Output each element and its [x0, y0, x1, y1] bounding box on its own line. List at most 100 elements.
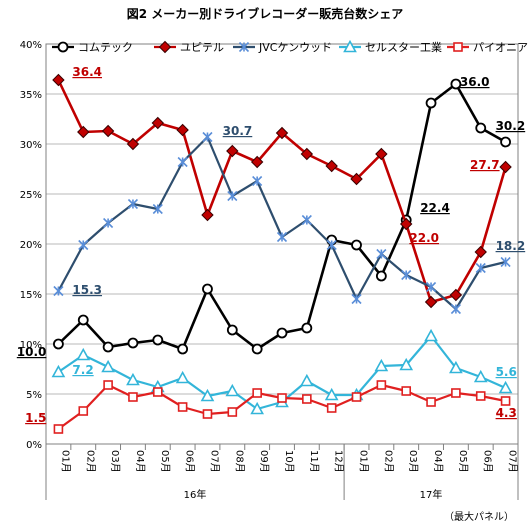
data-label: 4.3 — [496, 406, 517, 420]
legend-label: コムテック — [78, 41, 133, 54]
data-point — [127, 198, 139, 210]
data-label: 7.2 — [72, 363, 93, 377]
data-point — [276, 327, 288, 339]
x-tick-label: 03月 — [109, 450, 121, 473]
data-point — [453, 42, 463, 52]
year-label: 16年 — [184, 488, 207, 501]
data-point — [474, 245, 487, 259]
data-point — [375, 270, 387, 282]
data-point — [351, 239, 362, 251]
data-point — [251, 343, 263, 355]
data-point — [326, 403, 337, 413]
data-point — [351, 293, 362, 305]
data-point — [238, 41, 250, 53]
data-label: 5.6 — [496, 365, 517, 379]
data-point — [401, 269, 412, 281]
legend-label: パイオニア — [473, 41, 528, 54]
data-point — [158, 40, 172, 54]
data-point — [500, 396, 511, 406]
x-tick-label: 08月 — [233, 450, 245, 473]
data-label: 22.0 — [409, 231, 439, 245]
chart-title: 図2 メーカー別ドライブレコーダー販売台数シェア — [127, 6, 404, 21]
data-label: 10.0 — [17, 345, 47, 359]
x-tick-label: 10月 — [283, 450, 295, 473]
data-point — [376, 380, 387, 390]
grid-lines — [45, 43, 519, 445]
series-line — [57, 135, 506, 311]
x-axis: 01月 02月 03月 04月 05月 06月 07月 08月 09月 10月 11月 12月 01月 0… — [45, 444, 519, 501]
data-point — [475, 262, 486, 274]
x-tick-label: 03月 — [407, 450, 419, 473]
x-tick-label: 04月 — [134, 450, 146, 473]
data-point — [343, 39, 357, 53]
legend-item: コムテック — [52, 41, 133, 54]
series-line — [57, 82, 507, 351]
data-point — [499, 160, 512, 174]
data-point — [374, 358, 389, 372]
data-point — [226, 324, 238, 336]
data-point — [277, 393, 287, 403]
data-point — [276, 231, 288, 243]
series-2 — [53, 131, 511, 315]
data-label: 36.0 — [460, 75, 490, 89]
data-point — [450, 303, 461, 315]
data-point — [200, 388, 215, 402]
data-point — [225, 383, 240, 397]
data-point — [325, 159, 338, 173]
data-point — [53, 285, 64, 297]
x-tick-label: 05月 — [457, 450, 469, 473]
series-group — [51, 73, 513, 434]
y-tick-label: 5% — [26, 390, 42, 401]
data-point — [450, 78, 462, 90]
data-point — [449, 288, 463, 302]
data-point — [301, 322, 313, 334]
data-point — [103, 217, 114, 229]
data-labels: 36.4 15.3 10.0 7.2 1.5 30.7 22.4 22.0 36.0 30.2 27… — [17, 65, 525, 425]
data-point — [202, 283, 213, 295]
series-3 — [51, 328, 513, 415]
data-point — [51, 364, 66, 378]
data-point — [152, 387, 163, 397]
y-tick-label: 20% — [20, 240, 42, 251]
data-point — [151, 116, 164, 130]
data-point — [424, 328, 438, 342]
x-tick-label: 12月 — [333, 450, 345, 473]
legend-label: JVCケンウッド — [258, 41, 332, 54]
data-point — [451, 388, 461, 398]
data-point — [202, 131, 213, 143]
data-point — [400, 217, 413, 231]
year-label: 17年 — [420, 488, 443, 501]
series-4 — [53, 380, 511, 434]
data-point — [103, 380, 113, 390]
data-point — [176, 123, 189, 137]
data-point — [177, 402, 188, 412]
data-point — [77, 314, 89, 326]
data-point — [76, 347, 91, 361]
data-point — [102, 341, 114, 353]
data-point — [53, 338, 64, 350]
data-point — [350, 172, 363, 186]
data-point — [299, 373, 314, 387]
y-tick-label: 25% — [20, 190, 42, 201]
data-point — [324, 387, 339, 401]
y-axis-ticks: 0% 5% 10% 15% 20% 25% 30% 35% 40% — [20, 40, 42, 451]
data-label: 18.2 — [496, 239, 526, 253]
series-0 — [53, 78, 511, 355]
data-point — [500, 256, 511, 268]
legend: コムテック ユピテル JVCケンウッド セルスター工業 パイオニア — [52, 39, 528, 54]
data-point — [376, 248, 387, 260]
data-point — [302, 394, 312, 404]
data-point — [351, 392, 362, 402]
data-point — [177, 156, 188, 168]
legend-item: JVCケンウッド — [233, 41, 332, 54]
source-note: （最大パネル） — [444, 510, 514, 523]
x-tick-label: 05月 — [159, 450, 171, 473]
y-tick-label: 0% — [26, 440, 42, 451]
data-point — [152, 203, 163, 215]
x-tick-label: 01月 — [358, 450, 370, 473]
y-tick-label: 40% — [20, 40, 42, 51]
data-point — [475, 122, 487, 134]
data-point — [250, 401, 265, 415]
y-tick-label: 35% — [20, 90, 42, 101]
